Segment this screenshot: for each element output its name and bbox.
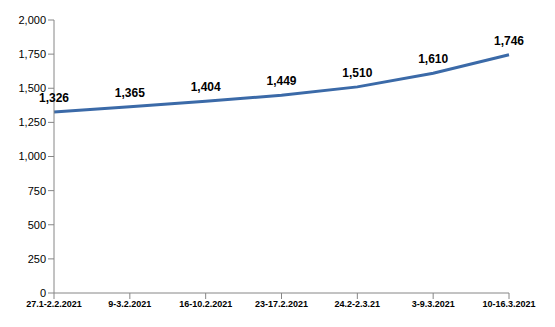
svg-text:250: 250 (28, 253, 46, 265)
svg-text:1,449: 1,449 (266, 74, 296, 88)
svg-text:1,610: 1,610 (418, 52, 448, 66)
svg-text:27.1-2.2.2021: 27.1-2.2.2021 (26, 299, 82, 309)
svg-text:1,746: 1,746 (494, 34, 524, 48)
svg-text:3-9.3.2021: 3-9.3.2021 (412, 299, 455, 309)
svg-text:1,365: 1,365 (115, 86, 145, 100)
svg-text:24.2-2.3.21: 24.2-2.3.21 (335, 299, 381, 309)
svg-text:1,326: 1,326 (39, 91, 69, 105)
svg-text:500: 500 (28, 219, 46, 231)
svg-text:10-16.3.2021: 10-16.3.2021 (482, 299, 535, 309)
svg-text:1,750: 1,750 (18, 48, 46, 60)
svg-text:1,250: 1,250 (18, 116, 46, 128)
svg-text:1,404: 1,404 (191, 80, 221, 94)
svg-text:16-10.2.2021: 16-10.2.2021 (179, 299, 232, 309)
svg-text:1,510: 1,510 (342, 66, 372, 80)
svg-text:0: 0 (40, 287, 46, 299)
svg-text:9-3.2.2021: 9-3.2.2021 (108, 299, 151, 309)
svg-text:1,500: 1,500 (18, 82, 46, 95)
svg-text:750: 750 (28, 185, 46, 197)
svg-text:1,000: 1,000 (18, 150, 46, 162)
svg-text:2,000: 2,000 (18, 14, 46, 26)
svg-text:23-17.2.2021: 23-17.2.2021 (255, 299, 308, 309)
